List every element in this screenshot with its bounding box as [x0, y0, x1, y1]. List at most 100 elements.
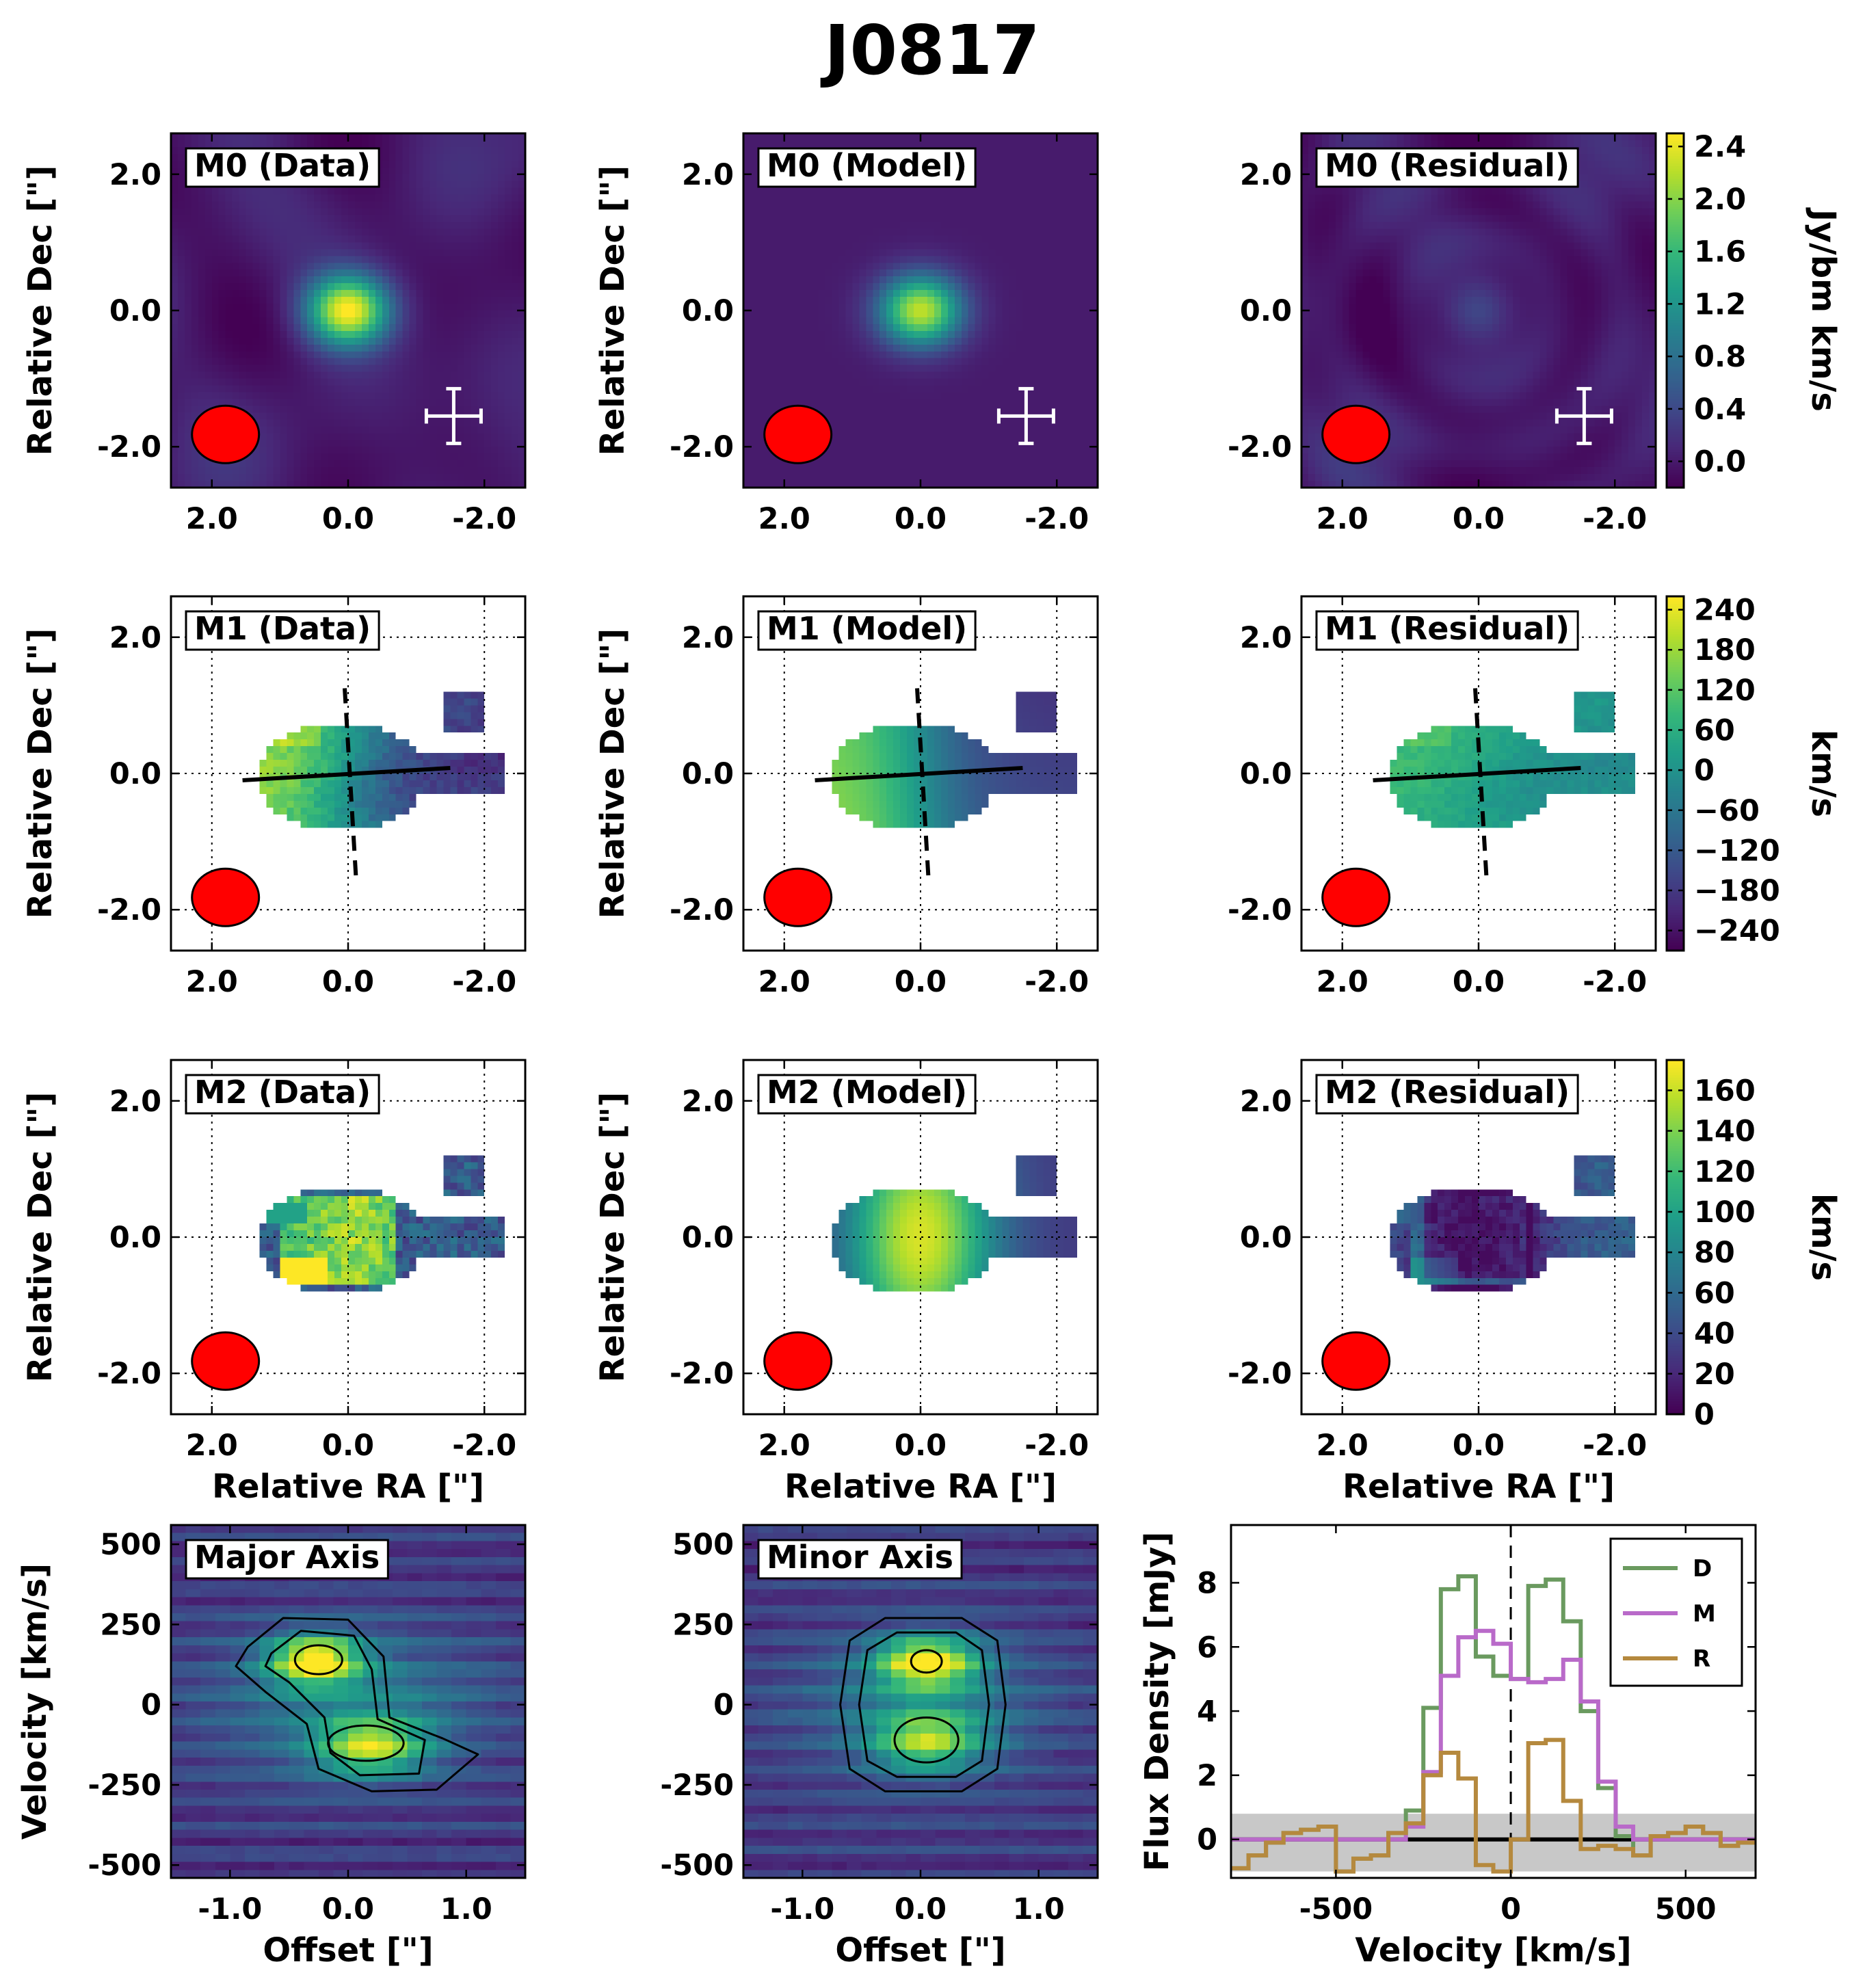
- colorbar-m0-segment: [1667, 156, 1684, 159]
- spectrum-series-M: [1231, 1628, 1756, 1842]
- x-tick-label: 2.0: [186, 1429, 238, 1463]
- colorbar-m0-segment: [1667, 174, 1684, 177]
- colorbar-m2-segment: [1667, 1252, 1684, 1256]
- colorbar-m0-segment: [1667, 318, 1684, 321]
- colorbar-m1-segment: [1667, 877, 1684, 881]
- beam-ellipse: [763, 404, 833, 464]
- colorbar-m2-segment: [1667, 1194, 1684, 1197]
- colorbar-m1-segment: [1667, 715, 1684, 719]
- colorbar-m0-segment: [1667, 437, 1684, 440]
- colorbar-m1-segment: [1667, 758, 1684, 762]
- colorbar-m0-label: Jy/bm km/s: [1804, 207, 1842, 412]
- y-tick-label: -2.0: [670, 1357, 734, 1391]
- colorbar-m1-tick-label: −240: [1694, 914, 1780, 949]
- colorbar-m2-segment: [1667, 1285, 1684, 1288]
- colorbar-m2-segment: [1667, 1338, 1684, 1342]
- colorbar-m0-segment: [1667, 333, 1684, 336]
- colorbar-m2-segment: [1667, 1396, 1684, 1400]
- colorbar-m1-segment: [1667, 841, 1684, 845]
- colorbar-m0-segment: [1667, 477, 1684, 481]
- x-tick-label: -2.0: [1024, 1429, 1089, 1463]
- colorbar-m1-segment: [1667, 808, 1684, 812]
- colorbar-m0-segment: [1667, 345, 1684, 349]
- colorbar-m2-segment: [1667, 1070, 1684, 1074]
- colorbar-m0-segment: [1667, 222, 1684, 226]
- colorbar-m0-segment: [1667, 373, 1684, 377]
- colorbar-m2-segment: [1667, 1330, 1684, 1334]
- colorbar-m0-segment: [1667, 159, 1684, 162]
- colorbar-m1-segment: [1667, 882, 1684, 886]
- colorbar-m2-segment: [1667, 1095, 1684, 1099]
- beam-ellipse: [191, 404, 261, 464]
- colorbar-m2-segment: [1667, 1321, 1684, 1324]
- colorbar-m0-segment: [1667, 211, 1684, 215]
- panel-label-box: [757, 147, 977, 188]
- colorbar-m0-segment: [1667, 427, 1684, 430]
- colorbar-m1-segment: [1667, 806, 1684, 810]
- colorbar-m0-segment: [1667, 439, 1684, 443]
- spectrum-y-tick-label: 4: [1197, 1695, 1217, 1729]
- colorbar-m0-segment: [1667, 356, 1684, 360]
- beam-ellipse: [763, 1331, 833, 1391]
- colorbar-m1-segment: [1667, 682, 1684, 686]
- colorbar-m2-segment: [1667, 1075, 1684, 1078]
- x-tick-label: 2.0: [1317, 502, 1368, 536]
- colorbar-m1-segment: [1667, 692, 1684, 696]
- colorbar-m1-segment: [1667, 866, 1684, 871]
- y-axis-label: Relative Dec ["]: [594, 628, 632, 919]
- colorbar-m1-segment: [1667, 710, 1684, 714]
- legend-label-D: D: [1693, 1555, 1712, 1582]
- colorbar-m2-segment: [1667, 1406, 1684, 1410]
- colorbar-m1-segment: [1667, 639, 1684, 643]
- colorbar-m2-segment: [1667, 1391, 1684, 1395]
- colorbar-m2-segment: [1667, 1184, 1684, 1187]
- panel-label: M0 (Model): [767, 147, 967, 184]
- pv-y-tick-label: 500: [672, 1528, 734, 1562]
- colorbar-m2-segment: [1667, 1399, 1684, 1403]
- colorbar-m0-segment: [1667, 457, 1684, 461]
- y-tick-label: 2.0: [109, 158, 161, 192]
- colorbar-m0-segment: [1667, 452, 1684, 455]
- y-tick-label: 2.0: [1240, 621, 1292, 655]
- colorbar-m2-segment: [1667, 1262, 1684, 1266]
- colorbar-m0-segment: [1667, 161, 1684, 165]
- colorbar-m2-segment: [1667, 1163, 1684, 1167]
- y-tick-label: 2.0: [682, 1085, 734, 1119]
- colorbar-m1-segment: [1667, 793, 1684, 797]
- colorbar-m1-frame: [1665, 595, 1685, 952]
- colorbar-m1-segment: [1667, 938, 1684, 942]
- colorbar-m1-segment: [1667, 622, 1684, 625]
- x-tick-label: 2.0: [1317, 1429, 1368, 1463]
- colorbar-m2-segment: [1667, 1368, 1684, 1373]
- y-tick-label: -2.0: [1228, 430, 1292, 464]
- colorbar-m2-segment: [1667, 1247, 1684, 1251]
- colorbar-m0-segment: [1667, 290, 1684, 294]
- colorbar-m1-segment: [1667, 796, 1684, 799]
- beam-ellipse: [191, 1331, 261, 1391]
- colorbar-m0-segment: [1667, 406, 1684, 410]
- colorbar-m2-segment: [1667, 1062, 1684, 1066]
- colorbar-m1-segment: [1667, 674, 1684, 678]
- colorbar-m0-segment: [1667, 363, 1684, 367]
- colorbar-m0-segment: [1667, 257, 1684, 261]
- colorbar-m0-segment: [1667, 338, 1684, 342]
- y-tick-label: -2.0: [97, 430, 161, 464]
- y-tick-label: 0.0: [1240, 1221, 1292, 1255]
- colorbar-m0-segment: [1667, 386, 1684, 390]
- colorbar-m0-segment: [1667, 399, 1684, 403]
- colorbar-m1-segment: [1667, 799, 1684, 802]
- colorbar-m1-segment: [1667, 649, 1684, 653]
- colorbar-m1-segment: [1667, 720, 1684, 724]
- colorbar-m0-segment: [1667, 293, 1684, 296]
- colorbar-m0-segment: [1667, 470, 1684, 473]
- colorbar-m1-segment: [1667, 700, 1684, 704]
- colorbar-m1-segment: [1667, 884, 1684, 888]
- colorbar-m0-segment: [1667, 153, 1684, 157]
- colorbar-m1-segment: [1667, 864, 1684, 868]
- colorbar-m1-segment: [1667, 844, 1684, 848]
- colorbar-m1-segment: [1667, 801, 1684, 805]
- colorbar-m2-segment: [1667, 1386, 1684, 1390]
- colorbar-m0-segment: [1667, 391, 1684, 395]
- kinematic-minor-axis: [343, 688, 358, 883]
- colorbar-m2-segment: [1667, 1171, 1684, 1175]
